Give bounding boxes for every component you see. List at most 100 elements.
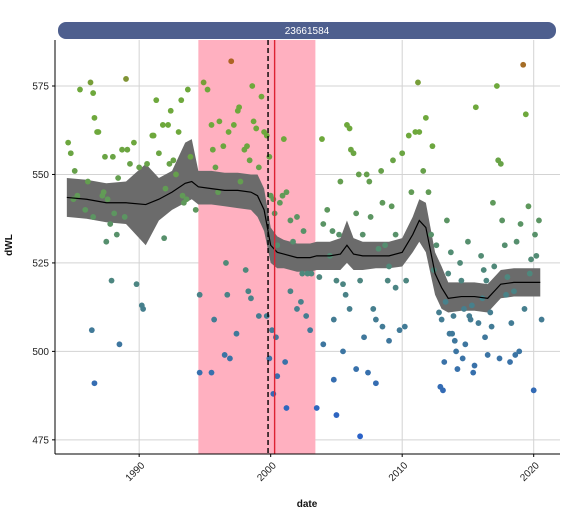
data-point: [77, 86, 83, 93]
data-point: [127, 160, 133, 167]
data-point: [136, 164, 143, 171]
data-point: [283, 189, 290, 196]
data-point: [490, 199, 496, 206]
data-point: [458, 277, 465, 284]
data-point: [287, 217, 294, 224]
data-point: [475, 320, 482, 326]
data-point: [472, 104, 479, 111]
data-point: [433, 242, 440, 249]
x-tick-label: 2000: [255, 460, 279, 484]
data-point: [513, 238, 520, 245]
data-point: [74, 192, 81, 199]
data-point: [102, 153, 108, 160]
data-point: [178, 97, 185, 104]
data-point: [140, 306, 147, 312]
data-point: [173, 171, 179, 178]
data-point: [131, 139, 137, 146]
data-point: [503, 291, 509, 298]
data-point: [113, 231, 120, 238]
data-point: [279, 192, 286, 199]
data-point: [507, 359, 513, 365]
data-point: [533, 252, 540, 259]
data-point: [451, 337, 458, 344]
smooth-layer: [66, 180, 541, 299]
data-point: [324, 206, 331, 213]
data-point: [95, 129, 102, 135]
data-point: [161, 235, 168, 242]
data-point: [532, 231, 538, 238]
data-point: [166, 160, 173, 167]
data-point: [392, 284, 399, 291]
data-point: [204, 86, 211, 93]
data-point: [525, 203, 532, 210]
data-point: [200, 79, 207, 86]
data-point: [359, 231, 366, 238]
x-axis-title: date: [297, 499, 318, 510]
data-point: [453, 348, 460, 355]
data-point: [512, 352, 519, 358]
data-point: [242, 267, 249, 273]
data-point: [457, 260, 463, 266]
data-point: [445, 270, 452, 277]
data-point: [446, 330, 453, 337]
data-point: [517, 221, 524, 227]
data-point: [121, 214, 128, 220]
data-point: [399, 150, 406, 157]
data-point: [521, 306, 528, 312]
data-point: [504, 274, 511, 280]
data-point: [223, 260, 229, 266]
data-point: [221, 352, 228, 358]
data-point: [159, 122, 166, 128]
data-point: [461, 306, 467, 312]
data-point: [501, 242, 508, 249]
data-point: [319, 136, 325, 142]
data-point: [274, 373, 281, 380]
y-tick-label: 500: [32, 347, 49, 358]
data-point: [428, 231, 435, 238]
data-point: [482, 334, 488, 341]
smooth-line: [66, 180, 541, 299]
data-point: [370, 306, 377, 312]
data-point: [276, 199, 283, 206]
data-point: [401, 323, 408, 330]
data-point: [471, 362, 478, 369]
data-point: [308, 270, 315, 277]
data-point: [245, 288, 252, 295]
data-point: [104, 196, 111, 203]
data-point: [71, 168, 78, 174]
data-point: [484, 352, 491, 358]
data-point: [361, 334, 367, 341]
data-point: [294, 214, 300, 220]
data-point: [91, 114, 98, 121]
data-point: [111, 210, 118, 217]
data-point: [167, 107, 174, 114]
data-point: [488, 323, 495, 330]
data-point: [375, 245, 382, 252]
data-point: [442, 298, 449, 305]
data-point: [386, 263, 392, 270]
data-point: [133, 281, 140, 288]
data-point: [357, 433, 363, 440]
data-point: [119, 146, 125, 153]
data-point: [283, 405, 290, 411]
data-point: [390, 157, 396, 164]
data-point: [511, 288, 517, 295]
data-point: [187, 153, 194, 160]
data-point: [459, 355, 466, 362]
data-point: [388, 203, 395, 210]
data-point: [109, 153, 116, 160]
data-point: [107, 221, 114, 227]
data-point: [236, 104, 243, 111]
data-point: [65, 139, 72, 146]
data-point: [480, 267, 487, 273]
panel-strip: [58, 22, 556, 39]
data-point: [340, 348, 346, 355]
data-point: [155, 150, 162, 157]
data-point: [382, 242, 388, 249]
data-point: [266, 355, 273, 362]
data-point: [258, 93, 265, 100]
data-point: [528, 256, 534, 263]
data-point: [298, 298, 304, 305]
data-point: [123, 76, 129, 82]
